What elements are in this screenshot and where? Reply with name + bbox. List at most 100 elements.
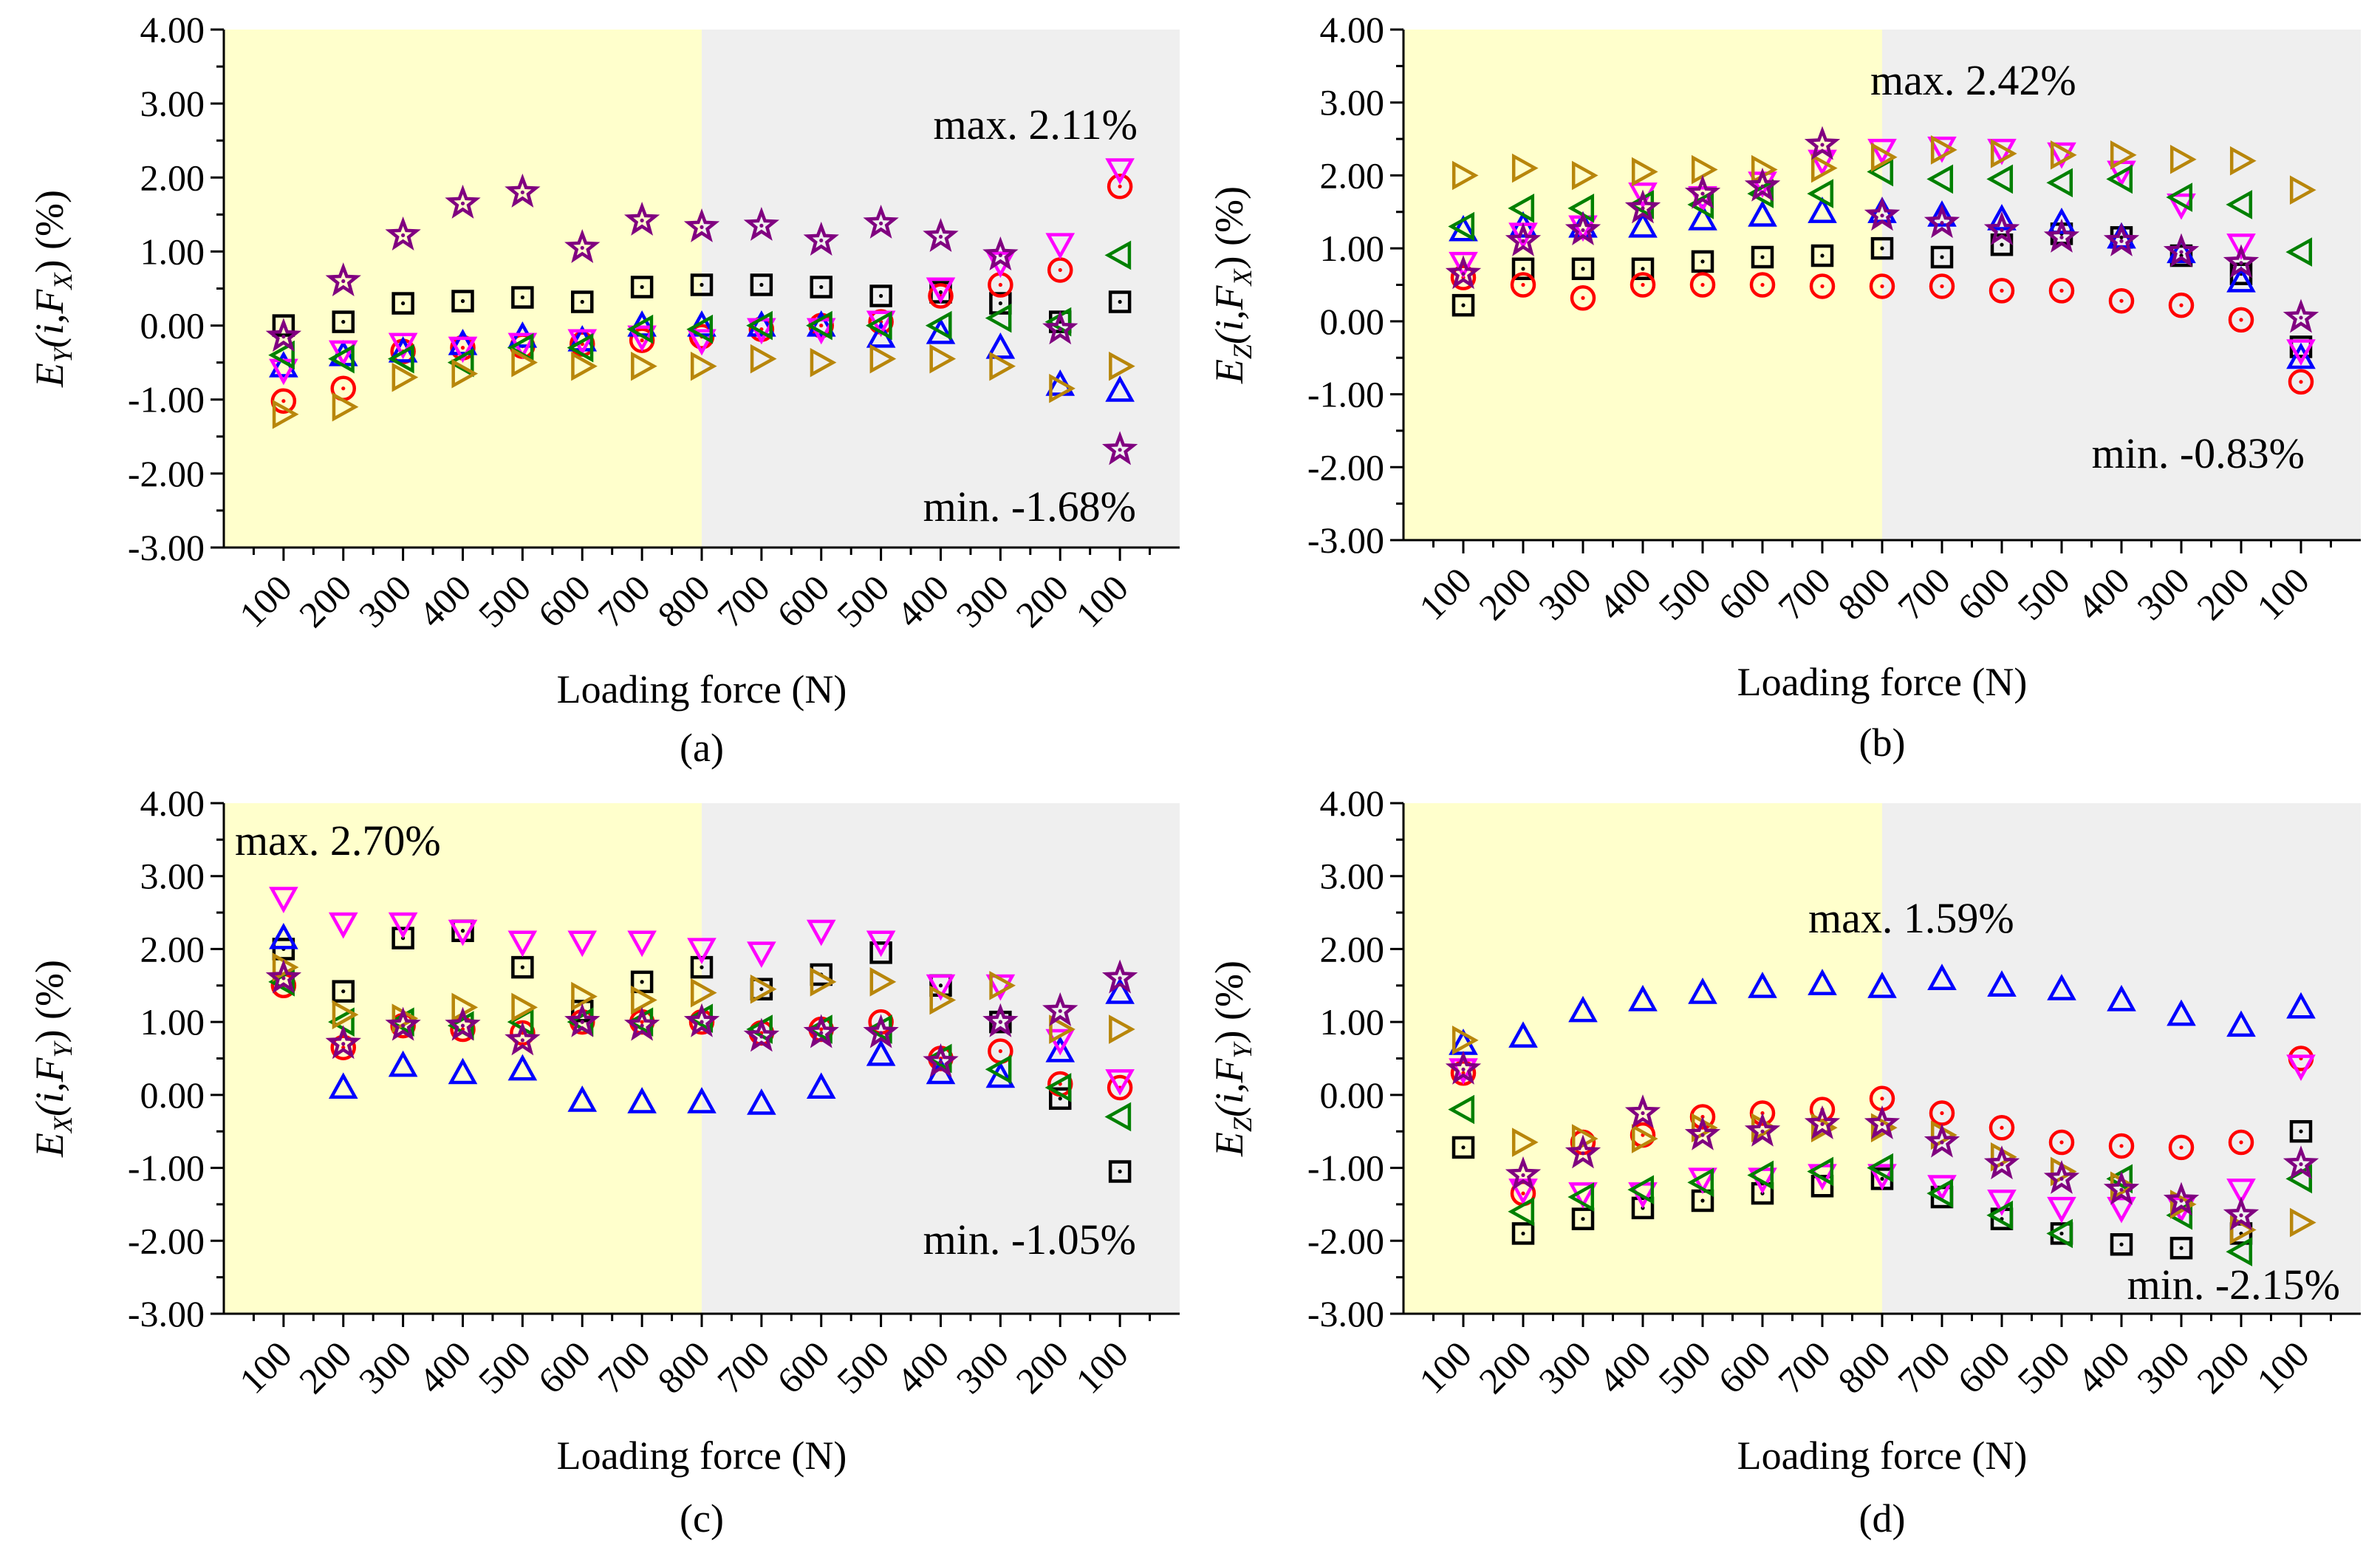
marker-circle-dot (998, 282, 1002, 287)
marker-star (2282, 1145, 2319, 1180)
marker-star-dot (1581, 1151, 1585, 1156)
marker-triangle_right (929, 985, 957, 1015)
marker-circle (1689, 272, 1716, 298)
marker-triangle_right (1870, 1113, 1898, 1143)
y-tick-label: 4.00 (1320, 782, 1385, 824)
marker-star-dot (281, 976, 286, 980)
marker-star-dot (341, 279, 346, 284)
marker-square (391, 927, 414, 949)
marker-square-dot (2179, 1246, 2184, 1250)
y-tick-label: -1.00 (1307, 374, 1384, 415)
marker-triangle_left (1687, 1167, 1714, 1198)
marker-star (445, 1006, 481, 1041)
marker-star-dot (520, 1038, 524, 1043)
marker-triangle_left (1448, 211, 1475, 242)
marker-square (1571, 257, 1595, 281)
marker-square (869, 941, 892, 964)
marker-star-dot (998, 1020, 1002, 1024)
marker-circle (1450, 265, 1477, 290)
marker-triangle_right (272, 399, 299, 429)
panel-label: (c) (680, 1496, 724, 1541)
marker-star (1744, 167, 1781, 202)
marker-star (1624, 1094, 1661, 1129)
marker-triangle_left (447, 347, 474, 378)
max-annotation: max. 2.11% (933, 100, 1138, 149)
marker-triangle_down (866, 930, 896, 958)
marker-triangle_up (747, 310, 776, 337)
marker-square (690, 273, 714, 296)
marker-star (1505, 222, 1542, 256)
x-tick-label: 700 (1890, 1333, 1958, 1402)
marker-star (863, 204, 899, 239)
y-tick-label: -3.00 (1307, 1293, 1384, 1334)
marker-triangle_down (627, 930, 657, 958)
marker-star-dot (640, 1023, 644, 1028)
y-label-sub1: X (48, 1115, 78, 1134)
marker-star (803, 1014, 839, 1048)
y-tick-label: -2.00 (128, 1220, 205, 1261)
marker-triangle_left (2166, 183, 2193, 212)
marker-square (1631, 257, 1655, 281)
marker-triangle_up (747, 1088, 776, 1115)
marker-triangle_down (269, 887, 298, 913)
marker-triangle_right (1511, 1128, 1539, 1157)
y-tick-label: -3.00 (128, 527, 205, 568)
marker-circle (2048, 1129, 2075, 1156)
marker-triangle_up (2226, 265, 2256, 293)
x-tick-label: 700 (589, 1333, 658, 1402)
marker-triangle_up (1867, 972, 1897, 998)
marker-circle-dot (1521, 282, 1525, 287)
marker-circle-dot (1058, 267, 1062, 273)
marker-star (265, 318, 302, 352)
marker-circle (2168, 292, 2195, 318)
x-tick-label: 600 (530, 1333, 598, 1402)
marker-star-dot (460, 1023, 465, 1028)
marker-star (1744, 1112, 1781, 1147)
y-label-mid: (i,F (27, 288, 72, 347)
marker-square (571, 290, 594, 313)
marker-circle-dot (341, 386, 346, 391)
marker-circle (1809, 273, 1836, 299)
marker-triangle_down (926, 974, 956, 1001)
x-tick-label: 600 (1710, 1333, 1779, 1402)
marker-triangle_down (687, 329, 717, 356)
x-tick-label: 600 (769, 1333, 838, 1402)
marker-star (1864, 1105, 1901, 1139)
marker-triangle_up (2167, 236, 2196, 264)
marker-circle (2228, 307, 2254, 333)
marker-triangle_up (1808, 969, 1837, 995)
x-tick-label: 700 (1770, 559, 1839, 628)
marker-circle-dot (1118, 184, 1122, 188)
x-tick-label: 800 (1830, 1333, 1898, 1402)
marker-triangle_up (2107, 984, 2136, 1012)
max-annotation: max. 1.59% (1808, 894, 2014, 942)
marker-star (1864, 197, 1901, 231)
x-tick-label: 500 (471, 1333, 539, 1402)
marker-triangle_right (1870, 142, 1898, 172)
x-axis-label: Loading force (N) (557, 667, 847, 712)
marker-star-dot (580, 1020, 584, 1024)
marker-star (385, 1006, 421, 1041)
y-label-tail: ) (%) (27, 960, 72, 1043)
y-label-base: E (27, 1133, 72, 1158)
marker-star-dot (1521, 1173, 1525, 1178)
marker-star (1042, 992, 1078, 1026)
marker-square-dot (938, 290, 943, 295)
marker-triangle_up (1508, 1021, 1538, 1048)
marker-triangle_up (388, 1050, 418, 1077)
marker-star-dot (1760, 184, 1765, 188)
marker-star-dot (819, 238, 824, 243)
marker-star (982, 1003, 1019, 1037)
marker-square-dot (341, 319, 346, 324)
marker-triangle_up (1987, 970, 2017, 997)
marker-triangle_down (567, 329, 598, 356)
marker-square-dot (1058, 1096, 1062, 1101)
min-annotation: min. -0.83% (2092, 429, 2305, 477)
marker-square-dot (938, 983, 943, 988)
marker-star (803, 222, 839, 256)
marker-triangle_up (1628, 211, 1658, 238)
x-tick-label: 600 (769, 567, 838, 635)
min-annotation: min. -2.15% (2127, 1261, 2340, 1309)
marker-square (1511, 257, 1535, 281)
marker-star-dot (1118, 448, 1122, 452)
